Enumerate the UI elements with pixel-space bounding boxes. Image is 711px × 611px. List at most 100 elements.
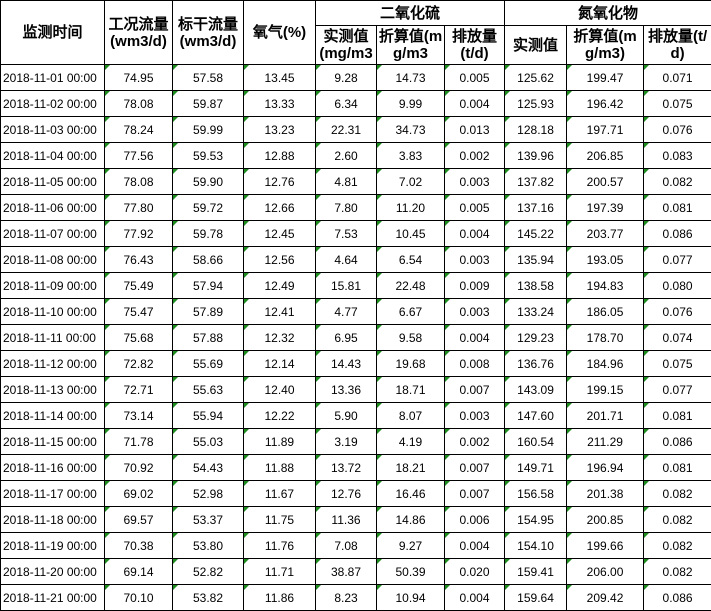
so2-emission-cell: 0.004	[443, 90, 506, 117]
so2-measured-cell: 5.90	[315, 402, 377, 429]
table-row: 2018-11-11 00:00 75.68 57.88 12.32 6.95 9.58 0…	[0, 324, 711, 351]
nox-converted-cell: 197.71	[566, 116, 645, 143]
header-nox-converted: 折算值(mg/m3)	[566, 25, 645, 65]
table-row: 2018-11-13 00:00 72.71 55.63 12.40 13.36 18.7…	[0, 376, 711, 403]
so2-measured-cell: 6.95	[315, 324, 377, 351]
oxygen-cell: 11.71	[243, 558, 316, 585]
flow-work-cell: 78.08	[104, 90, 173, 117]
flow-work-cell: 72.71	[104, 376, 173, 403]
table-row: 2018-11-06 00:00 77.80 59.72 12.66 7.80 11.20…	[0, 194, 711, 221]
time-cell: 2018-11-02 00:00	[0, 90, 105, 117]
table-row: 2018-11-10 00:00 75.47 57.89 12.41 4.77 6.67 0…	[0, 298, 711, 325]
nox-converted-cell: 201.38	[566, 480, 645, 507]
nox-measured-cell: 133.24	[504, 298, 568, 325]
flow-std-cell: 53.80	[172, 532, 244, 559]
flow-work-cell: 73.14	[104, 402, 173, 429]
table-row: 2018-11-20 00:00 69.14 52.82 11.71 38.87 50.3…	[0, 558, 711, 585]
flow-std-cell: 52.82	[172, 558, 244, 585]
flow-std-cell: 57.94	[172, 272, 244, 299]
so2-converted-cell: 16.46	[376, 480, 445, 507]
header-oxygen: 氧气(%)	[243, 0, 316, 65]
so2-measured-cell: 2.60	[315, 142, 377, 169]
time-cell: 2018-11-08 00:00	[0, 246, 105, 273]
nox-converted-cell: 201.71	[566, 402, 645, 429]
so2-converted-cell: 9.99	[376, 90, 445, 117]
flow-work-cell: 78.24	[104, 116, 173, 143]
nox-measured-cell: 135.94	[504, 246, 568, 273]
time-cell: 2018-11-14 00:00	[0, 402, 105, 429]
so2-converted-cell: 11.20	[376, 194, 445, 221]
flow-work-cell: 76.43	[104, 246, 173, 273]
table-row: 2018-11-15 00:00 71.78 55.03 11.89 3.19 4.19 0…	[0, 428, 711, 455]
so2-emission-cell: 0.007	[443, 480, 506, 507]
so2-emission-cell: 0.003	[443, 402, 506, 429]
nox-emission-cell: 0.082	[643, 506, 711, 533]
nox-emission-cell: 0.086	[643, 220, 711, 247]
nox-measured-cell: 137.16	[504, 194, 568, 221]
time-cell: 2018-11-16 00:00	[0, 454, 105, 481]
so2-emission-cell: 0.005	[443, 194, 506, 221]
oxygen-cell: 12.40	[243, 376, 316, 403]
nox-emission-cell: 0.075	[643, 350, 711, 377]
flow-std-cell: 59.72	[172, 194, 244, 221]
so2-emission-cell: 0.008	[443, 350, 506, 377]
table-header: 监测时间 工况流量(wm3/d) 标干流量(wm3/d) 氧气(%) 二氧化硫 …	[0, 0, 711, 65]
oxygen-cell: 13.33	[243, 90, 316, 117]
oxygen-cell: 11.88	[243, 454, 316, 481]
so2-converted-cell: 3.83	[376, 142, 445, 169]
table-row: 2018-11-03 00:00 78.24 59.99 13.23 22.31 34.7…	[0, 116, 711, 143]
so2-measured-cell: 6.34	[315, 90, 377, 117]
oxygen-cell: 13.45	[243, 64, 316, 91]
so2-converted-cell: 14.73	[376, 64, 445, 91]
so2-emission-cell: 0.003	[443, 298, 506, 325]
nox-measured-cell: 159.41	[504, 558, 568, 585]
nox-measured-cell: 147.60	[504, 402, 568, 429]
flow-work-cell: 71.78	[104, 428, 173, 455]
oxygen-cell: 13.23	[243, 116, 316, 143]
nox-converted-cell: 196.94	[566, 454, 645, 481]
so2-measured-cell: 8.23	[315, 584, 377, 611]
time-cell: 2018-11-11 00:00	[0, 324, 105, 351]
so2-measured-cell: 3.19	[315, 428, 377, 455]
so2-measured-cell: 7.80	[315, 194, 377, 221]
oxygen-cell: 12.88	[243, 142, 316, 169]
table-row: 2018-11-05 00:00 78.08 59.90 12.76 4.81 7.02 0…	[0, 168, 711, 195]
nox-emission-cell: 0.081	[643, 402, 711, 429]
oxygen-cell: 12.32	[243, 324, 316, 351]
flow-std-cell: 57.88	[172, 324, 244, 351]
nox-converted-cell: 209.42	[566, 584, 645, 611]
nox-emission-cell: 0.086	[643, 428, 711, 455]
so2-measured-cell: 11.36	[315, 506, 377, 533]
flow-work-cell: 77.80	[104, 194, 173, 221]
flow-work-cell: 69.02	[104, 480, 173, 507]
so2-converted-cell: 6.67	[376, 298, 445, 325]
nox-converted-cell: 199.15	[566, 376, 645, 403]
table-row: 2018-11-04 00:00 77.56 59.53 12.88 2.60 3.83 0…	[0, 142, 711, 169]
table-body: 2018-11-01 00:00 74.95 57.58 13.45 9.28 14.73…	[0, 64, 711, 611]
time-cell: 2018-11-04 00:00	[0, 142, 105, 169]
header-nox-measured: 实测值	[504, 25, 568, 65]
flow-std-cell: 55.94	[172, 402, 244, 429]
header-so2-measured: 实测值(mg/m3	[315, 25, 377, 65]
time-cell: 2018-11-01 00:00	[0, 64, 105, 91]
nox-converted-cell: 199.47	[566, 64, 645, 91]
flow-work-cell: 77.56	[104, 142, 173, 169]
nox-emission-cell: 0.075	[643, 90, 711, 117]
flow-std-cell: 57.58	[172, 64, 244, 91]
nox-converted-cell: 184.96	[566, 350, 645, 377]
nox-emission-cell: 0.086	[643, 584, 711, 611]
nox-measured-cell: 149.71	[504, 454, 568, 481]
oxygen-cell: 12.14	[243, 350, 316, 377]
time-cell: 2018-11-21 00:00	[0, 584, 105, 611]
so2-measured-cell: 4.64	[315, 246, 377, 273]
nox-converted-cell: 200.85	[566, 506, 645, 533]
so2-converted-cell: 18.71	[376, 376, 445, 403]
nox-converted-cell: 194.83	[566, 272, 645, 299]
oxygen-cell: 11.67	[243, 480, 316, 507]
nox-emission-cell: 0.074	[643, 324, 711, 351]
flow-std-cell: 59.90	[172, 168, 244, 195]
nox-converted-cell: 200.57	[566, 168, 645, 195]
nox-converted-cell: 186.05	[566, 298, 645, 325]
oxygen-cell: 12.66	[243, 194, 316, 221]
nox-emission-cell: 0.082	[643, 532, 711, 559]
